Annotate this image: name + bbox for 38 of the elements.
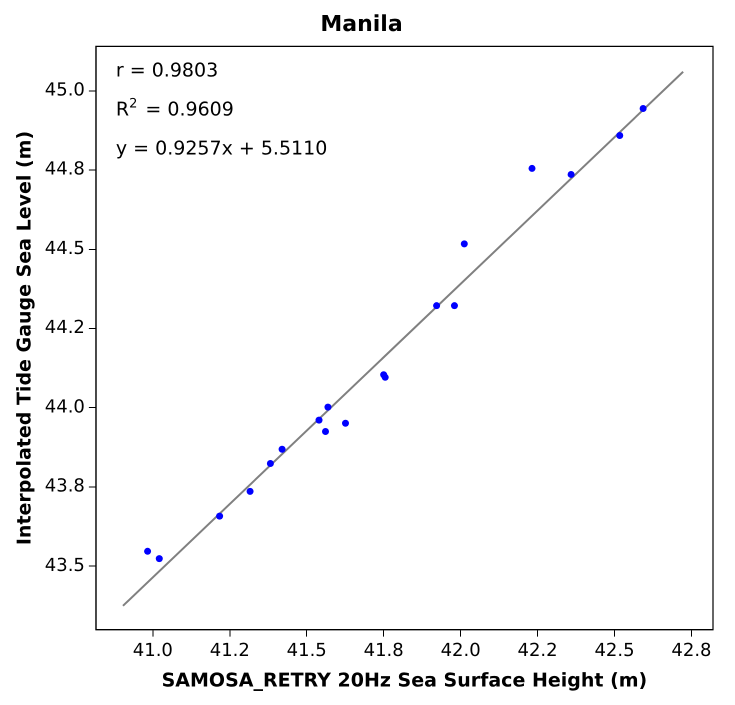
point (246, 488, 254, 495)
annotation: y = 0.9257x + 5.5110 (116, 137, 328, 160)
point (568, 170, 575, 178)
point (278, 446, 286, 453)
x-tick-label: 42.0 (440, 640, 481, 662)
x-tick-label: 42.5 (594, 640, 635, 662)
y-axis-title: Interpolated Tide Gauge Sea Level (m) (13, 130, 36, 546)
x-tick-label: 42.8 (671, 640, 712, 662)
point (144, 548, 152, 555)
y-tick-label: 43.8 (44, 476, 85, 497)
point (528, 164, 536, 172)
chart-title: Manila (320, 12, 403, 37)
y-tick-label: 45.0 (44, 79, 85, 100)
point (450, 302, 458, 310)
point (216, 512, 224, 520)
x-tick-label: 41.2 (210, 640, 250, 662)
x-tick-label: 41.5 (286, 640, 327, 662)
point (322, 428, 329, 435)
point (640, 105, 647, 112)
y-tick-label: 44.5 (44, 238, 85, 259)
point (324, 404, 332, 411)
point (316, 416, 323, 424)
x-tick-label: 41.0 (132, 640, 173, 662)
point (342, 420, 349, 427)
y-tick-label: 44.0 (44, 396, 85, 418)
x-tick-label: 42.2 (518, 640, 558, 662)
annotation: r = 0.9803 (116, 59, 218, 82)
x-axis-title: SAMOSA_RETRY 20Hz Sea Surface Height (m) (162, 670, 648, 692)
point (156, 555, 163, 562)
point (616, 132, 624, 139)
x-tick-label: 41.8 (364, 640, 404, 662)
y-tick-label: 44.2 (44, 317, 85, 338)
point (433, 302, 440, 310)
point (382, 374, 389, 381)
y-tick-label: 43.5 (44, 554, 85, 576)
point (460, 240, 468, 248)
y-tick-label: 44.8 (44, 158, 85, 180)
point (266, 460, 274, 468)
